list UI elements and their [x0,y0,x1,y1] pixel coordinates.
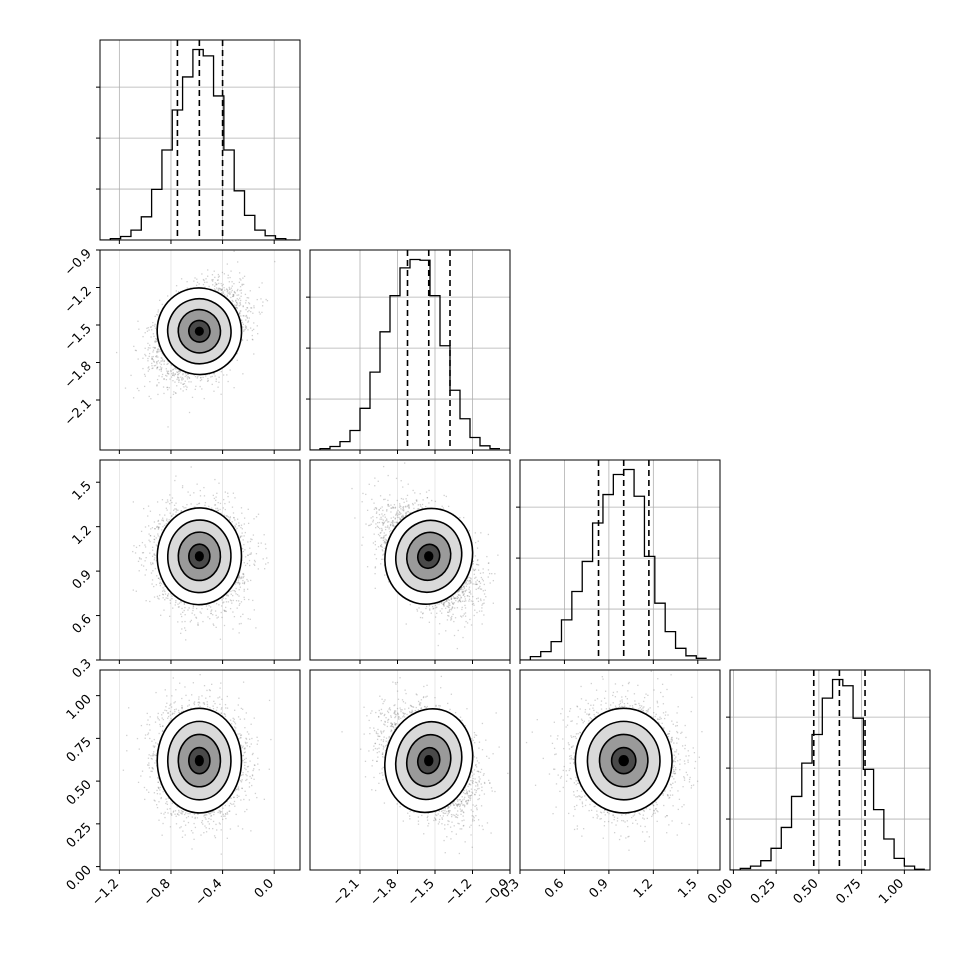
x-tick-label-3-3: 0.9 [586,876,611,901]
x-tick-label-4-1: 0.00 [705,876,736,907]
x-tick-label-1-1: −1.2 [89,876,122,909]
x-tick-label-1-2: −0.8 [141,876,174,909]
scatter-panel-2-1 [96,249,301,454]
y-tick-label-4-4: 0.75 [64,735,95,766]
scatter-panel-4-3 [519,669,721,874]
x-tick-label-3-2: 0.6 [542,876,567,901]
histogram-panel-4 [726,669,931,874]
y-tick-label-2-5: −0.9 [62,246,95,279]
panel-frame [729,669,931,871]
panel-frame [519,459,721,661]
y-tick-label-2-4: −1.2 [62,284,95,317]
histogram-panel-3 [516,459,721,664]
scatter-content [525,670,703,851]
x-tick-label-2-2: −1.8 [367,876,400,909]
panel-frame [99,39,301,241]
panels-layer [96,39,931,874]
scatter-content [351,462,499,650]
x-tick-label-1-3: −0.4 [192,876,225,909]
panel-frame [519,669,721,871]
histogram-steps-1 [100,48,297,240]
x-tick-label-2-3: −1.5 [405,876,438,909]
panel-frame [99,669,301,871]
x-tick-label-4-5: 1.00 [876,876,907,907]
x-tick-label-2-1: −2.1 [330,876,363,909]
y-tick-label-4-5: 1.00 [64,692,95,723]
scatter-panel-4-1 [96,669,301,874]
y-tick-label-4-3: 0.50 [64,777,95,808]
scatter-panel-3-1 [96,459,301,664]
scatter-panel-4-2 [309,669,511,874]
histogram-steps-2 [310,258,500,450]
scatter-content [115,250,276,428]
x-tick-label-2-4: −1.2 [442,876,475,909]
panel-frame [309,249,511,451]
density-core [618,754,629,767]
panel-frame [309,669,511,871]
y-tick-label-3-2: 0.6 [70,612,95,637]
y-tick-label-2-2: −1.8 [62,359,95,392]
y-tick-label-3-5: 1.5 [70,478,95,503]
panel-frame [99,459,301,661]
y-tick-label-4-2: 0.25 [64,820,95,851]
y-tick-label-2-3: −1.5 [62,321,95,354]
histogram-steps-4 [730,678,925,870]
y-tick-label-3-3: 0.9 [70,567,95,592]
x-tick-label-3-4: 1.2 [631,876,656,901]
density-core [424,754,434,767]
density-core [194,754,204,767]
panel-frame [309,459,511,661]
histogram-steps-3 [520,468,707,660]
x-tick-label-1-4: 0.0 [252,876,277,901]
y-tick-label-4-1: 0.00 [64,863,95,894]
scatter-content [122,673,272,855]
histogram-panel-2 [306,249,511,454]
panel-frame [99,249,301,451]
scatter-content [341,675,509,855]
x-tick-label-4-3: 0.50 [791,876,822,907]
x-tick-label-4-4: 0.75 [833,876,864,907]
y-tick-label-3-1: 0.3 [70,656,95,681]
density-core [424,551,434,562]
density-core [194,551,204,562]
density-core [194,326,204,336]
scatter-content [132,466,269,641]
x-tick-label-3-5: 1.5 [675,876,700,901]
scatter-panel-3-2 [309,459,511,664]
histogram-panel-1 [96,39,301,244]
y-tick-label-3-4: 1.2 [70,523,95,548]
x-tick-label-4-2: 0.25 [748,876,779,907]
y-tick-label-2-1: −2.1 [62,396,95,429]
